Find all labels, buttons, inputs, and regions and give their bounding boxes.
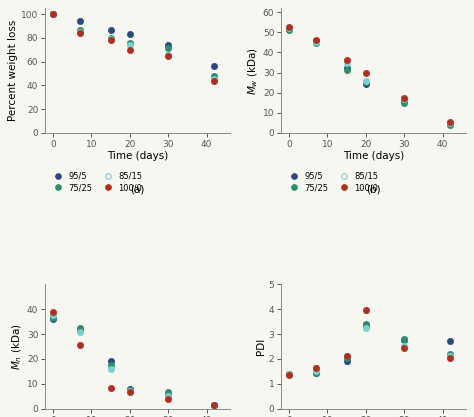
Legend: 95/5, 75/25, 85/15, 100/0: 95/5, 75/25, 85/15, 100/0 [49,172,143,192]
X-axis label: Time (days): Time (days) [107,151,168,161]
Y-axis label: $M_w$ (kDa): $M_w$ (kDa) [246,47,260,95]
Y-axis label: $M_n$ (kDa): $M_n$ (kDa) [10,323,24,370]
Text: (a): (a) [130,185,145,195]
Y-axis label: Percent weight loss: Percent weight loss [9,20,18,121]
Text: (b): (b) [366,185,381,195]
Legend: 95/5, 75/25, 85/15, 100/0: 95/5, 75/25, 85/15, 100/0 [285,172,378,192]
Y-axis label: PDI: PDI [256,338,266,355]
X-axis label: Time (days): Time (days) [343,151,404,161]
